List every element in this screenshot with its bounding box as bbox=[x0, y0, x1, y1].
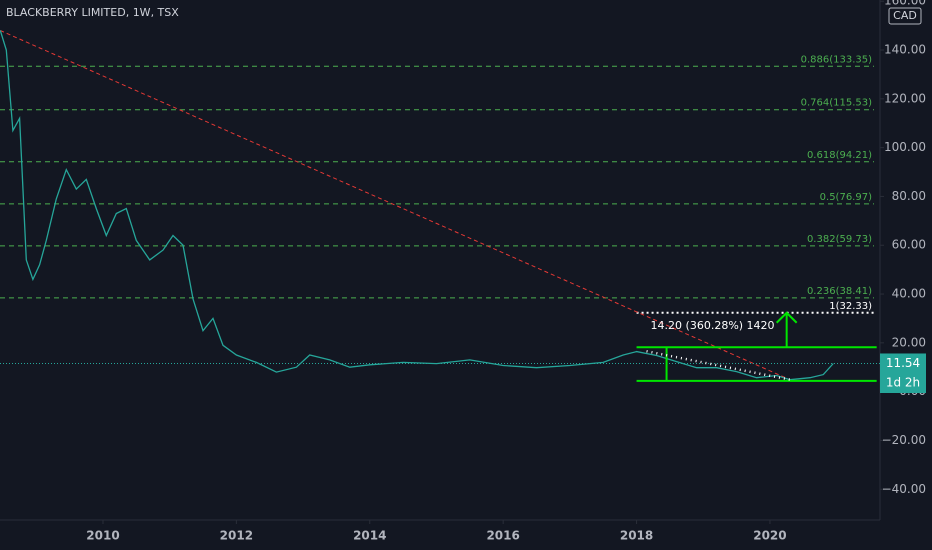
range-label: 14.20 (360.28%) 1420 bbox=[651, 319, 775, 332]
trendline bbox=[0, 30, 791, 381]
x-tick-label: 2012 bbox=[220, 529, 253, 543]
currency-box bbox=[888, 7, 922, 25]
y-tick-label: 120.00 bbox=[884, 91, 926, 105]
y-tick-label: 40.00 bbox=[892, 287, 926, 301]
countdown: 1d 2h bbox=[886, 376, 920, 390]
y-tick-label: 160.00 bbox=[884, 0, 926, 8]
fib-label: 0.886(133.35) bbox=[801, 54, 873, 65]
y-tick-label: 140.00 bbox=[884, 43, 926, 57]
y-tick-label: −20.00 bbox=[882, 433, 926, 447]
x-tick-label: 2020 bbox=[753, 529, 786, 543]
x-tick-label: 2010 bbox=[86, 529, 119, 543]
last-price-label: 11.54 bbox=[886, 356, 920, 370]
x-tick-label: 2014 bbox=[353, 529, 386, 543]
y-tick-label: −40.00 bbox=[882, 482, 926, 496]
x-tick-label: 2016 bbox=[486, 529, 519, 543]
y-tick-label: 20.00 bbox=[892, 335, 926, 349]
last-price-box bbox=[880, 353, 926, 374]
fib-label: 0.618(94.21) bbox=[807, 150, 872, 161]
fib-label: 1(32.33) bbox=[829, 301, 872, 312]
x-tick-label: 2018 bbox=[620, 529, 653, 543]
price-line bbox=[0, 30, 834, 381]
range-arrow bbox=[775, 311, 798, 348]
y-tick-label: 100.00 bbox=[884, 140, 926, 154]
chart-title: BLACKBERRY LIMITED, 1W, TSX bbox=[6, 6, 179, 19]
countdown-box bbox=[880, 373, 926, 393]
fib-label: 0.236(38.41) bbox=[807, 286, 872, 297]
fib-label: 0.764(115.53) bbox=[801, 98, 873, 109]
y-tick-label: 60.00 bbox=[892, 238, 926, 252]
y-tick-label: 80.00 bbox=[892, 189, 926, 203]
currency: CAD bbox=[893, 9, 917, 22]
fib-label: 0.5(76.97) bbox=[820, 192, 872, 203]
fib-label: 0.382(59.73) bbox=[807, 234, 872, 245]
